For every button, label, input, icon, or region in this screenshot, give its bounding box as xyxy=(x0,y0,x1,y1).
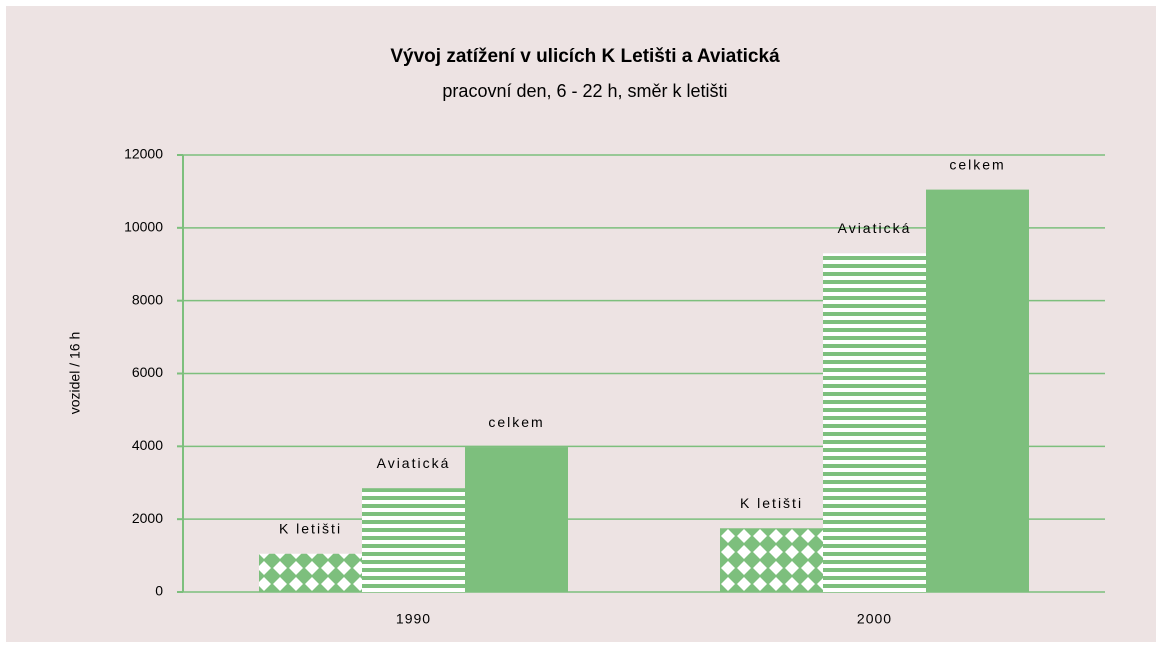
bar-label: Aviatická xyxy=(838,220,912,236)
y-tick-label: 4000 xyxy=(132,437,163,453)
bar-label: K letišti xyxy=(279,520,342,536)
bar-label: celkem xyxy=(949,156,1005,172)
y-tick-label: 0 xyxy=(155,583,163,599)
bar xyxy=(720,528,823,592)
bar xyxy=(362,488,465,592)
y-tick-label: 2000 xyxy=(132,510,163,526)
bar xyxy=(259,553,362,592)
y-axis-label: vozidel / 16 h xyxy=(67,332,83,415)
bar xyxy=(465,447,568,592)
bar xyxy=(926,189,1029,593)
y-tick-label: 8000 xyxy=(132,291,163,307)
y-tick-label: 6000 xyxy=(132,364,163,380)
bar-label: K letišti xyxy=(740,495,803,511)
y-tick-label: 10000 xyxy=(124,219,163,235)
bar-label: Aviatická xyxy=(377,455,451,471)
y-tick-label: 12000 xyxy=(124,146,163,162)
bar-label: celkem xyxy=(488,414,544,430)
bar xyxy=(823,253,926,592)
chart-subtitle: pracovní den, 6 - 22 h, směr k letišti xyxy=(442,81,727,101)
x-tick-label: 1990 xyxy=(396,611,431,627)
chart-title: Vývoj zatížení v ulicích K Letišti a Avi… xyxy=(390,46,780,67)
x-tick-label: 2000 xyxy=(857,611,892,627)
